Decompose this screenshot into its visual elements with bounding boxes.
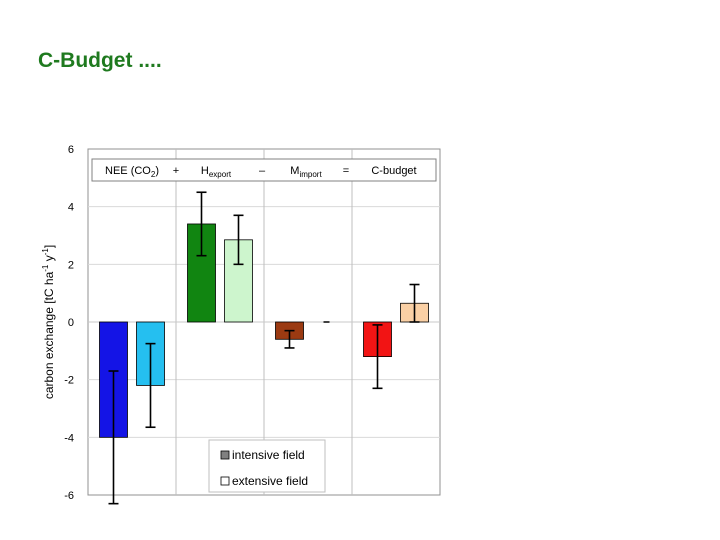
- legend-swatch-intensive: [220, 450, 230, 460]
- y-axis-label: carbon exchange [tC ha-1 y-1]: [41, 245, 56, 399]
- equation-box: [91, 158, 437, 182]
- legend-swatch-extensive: [220, 476, 230, 486]
- bar: [224, 239, 253, 323]
- slide-title: C-Budget ....: [38, 49, 162, 72]
- equation-term: C-budget: [371, 165, 416, 177]
- y-tick-label: 0: [68, 317, 74, 329]
- legend-label-intensive: intensive field: [232, 448, 305, 462]
- equation-term: Hexport: [201, 165, 232, 179]
- y-tick-label: 6: [68, 144, 74, 156]
- equation-operator: =: [343, 165, 349, 177]
- y-tick-label: -4: [64, 432, 74, 444]
- equation-term: NEE (CO2): [105, 165, 159, 179]
- y-tick-label: 4: [68, 202, 74, 214]
- equation-term: Mimport: [290, 165, 322, 179]
- legend-label-extensive: extensive field: [232, 474, 308, 488]
- equation-operator: –: [259, 165, 266, 177]
- y-tick-label: 2: [68, 259, 74, 271]
- y-tick-label: -2: [64, 375, 74, 387]
- equation-operator: +: [173, 165, 179, 177]
- y-tick-label: -6: [64, 490, 74, 502]
